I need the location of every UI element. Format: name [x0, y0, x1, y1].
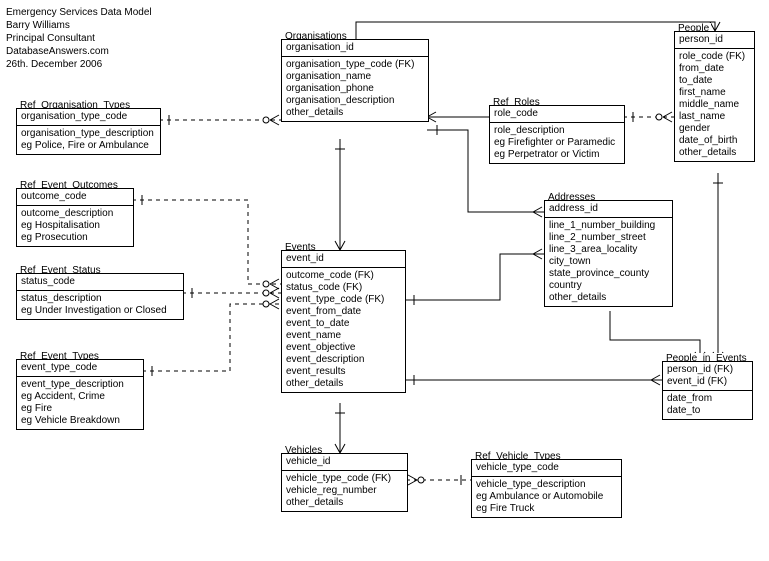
attr-field: event_name	[286, 330, 401, 342]
pk-field: vehicle_id	[286, 456, 403, 468]
attr-field: eg Under Investigation or Closed	[21, 305, 179, 317]
attr-field: event_type_code (FK)	[286, 294, 401, 306]
attr-field: organisation_name	[286, 71, 424, 83]
pk-field: person_id (FK)	[667, 364, 748, 376]
pk-field: person_id	[679, 34, 750, 46]
attr-field: role_description	[494, 125, 620, 137]
attr-field: state_province_county	[549, 268, 668, 280]
attr-field: event_results	[286, 366, 401, 378]
attr-field: date_from	[667, 393, 748, 405]
attr-field: other_details	[286, 378, 401, 390]
attr-field: from_date	[679, 63, 750, 75]
attr-field: line_2_number_street	[549, 232, 668, 244]
attr-field: line_3_area_locality	[549, 244, 668, 256]
attr-field: status_description	[21, 293, 179, 305]
attr-field: gender	[679, 123, 750, 135]
attr-field: eg Police, Fire or Ambulance	[21, 140, 156, 152]
attr-field: status_code (FK)	[286, 282, 401, 294]
pk-field: event_id	[286, 253, 401, 265]
attr-field: first_name	[679, 87, 750, 99]
attr-field: date_to	[667, 405, 748, 417]
attr-field: event_type_description	[21, 379, 139, 391]
attr-field: middle_name	[679, 99, 750, 111]
attr-field: city_town	[549, 256, 668, 268]
attr-field: other_details	[679, 147, 750, 159]
attr-field: vehicle_reg_number	[286, 485, 403, 497]
attr-field: role_code (FK)	[679, 51, 750, 63]
attr-field: eg Prosecution	[21, 232, 129, 244]
header-line: Barry Williams	[6, 19, 152, 32]
header-line: 26th. December 2006	[6, 58, 152, 71]
attr-field: date_of_birth	[679, 135, 750, 147]
attr-field: organisation_description	[286, 95, 424, 107]
attr-field: eg Perpetrator or Victim	[494, 149, 620, 161]
attr-field: vehicle_type_description	[476, 479, 617, 491]
attr-field: eg Fire Truck	[476, 503, 617, 515]
attr-field: event_to_date	[286, 318, 401, 330]
attr-field: other_details	[286, 107, 424, 119]
pk-field: event_id (FK)	[667, 376, 748, 388]
attr-field: event_objective	[286, 342, 401, 354]
pk-field: address_id	[549, 203, 668, 215]
pk-field: organisation_id	[286, 42, 424, 54]
attr-field: last_name	[679, 111, 750, 123]
pk-field: event_type_code	[21, 362, 139, 374]
pk-field: outcome_code	[21, 191, 129, 203]
attr-field: event_from_date	[286, 306, 401, 318]
header-line: DatabaseAnswers.com	[6, 45, 152, 58]
attr-field: event_description	[286, 354, 401, 366]
attr-field: other_details	[549, 292, 668, 304]
attr-field: eg Accident, Crime	[21, 391, 139, 403]
attr-field: organisation_type_code (FK)	[286, 59, 424, 71]
pk-field: vehicle_type_code	[476, 462, 617, 474]
attr-field: organisation_phone	[286, 83, 424, 95]
attr-field: line_1_number_building	[549, 220, 668, 232]
attr-field: eg Fire	[21, 403, 139, 415]
pk-field: status_code	[21, 276, 179, 288]
attr-field: outcome_description	[21, 208, 129, 220]
attr-field: eg Ambulance or Automobile	[476, 491, 617, 503]
attr-field: country	[549, 280, 668, 292]
header-line: Principal Consultant	[6, 32, 152, 45]
attr-field: outcome_code (FK)	[286, 270, 401, 282]
pk-field: organisation_type_code	[21, 111, 156, 123]
attr-field: eg Hospitalisation	[21, 220, 129, 232]
attr-field: other_details	[286, 497, 403, 509]
attr-field: eg Vehicle Breakdown	[21, 415, 139, 427]
attr-field: vehicle_type_code (FK)	[286, 473, 403, 485]
pk-field: role_code	[494, 108, 620, 120]
diagram-header: Emergency Services Data Model Barry Will…	[6, 6, 152, 71]
attr-field: to_date	[679, 75, 750, 87]
attr-field: organisation_type_description	[21, 128, 156, 140]
attr-field: eg Firefighter or Paramedic	[494, 137, 620, 149]
header-line: Emergency Services Data Model	[6, 6, 152, 19]
